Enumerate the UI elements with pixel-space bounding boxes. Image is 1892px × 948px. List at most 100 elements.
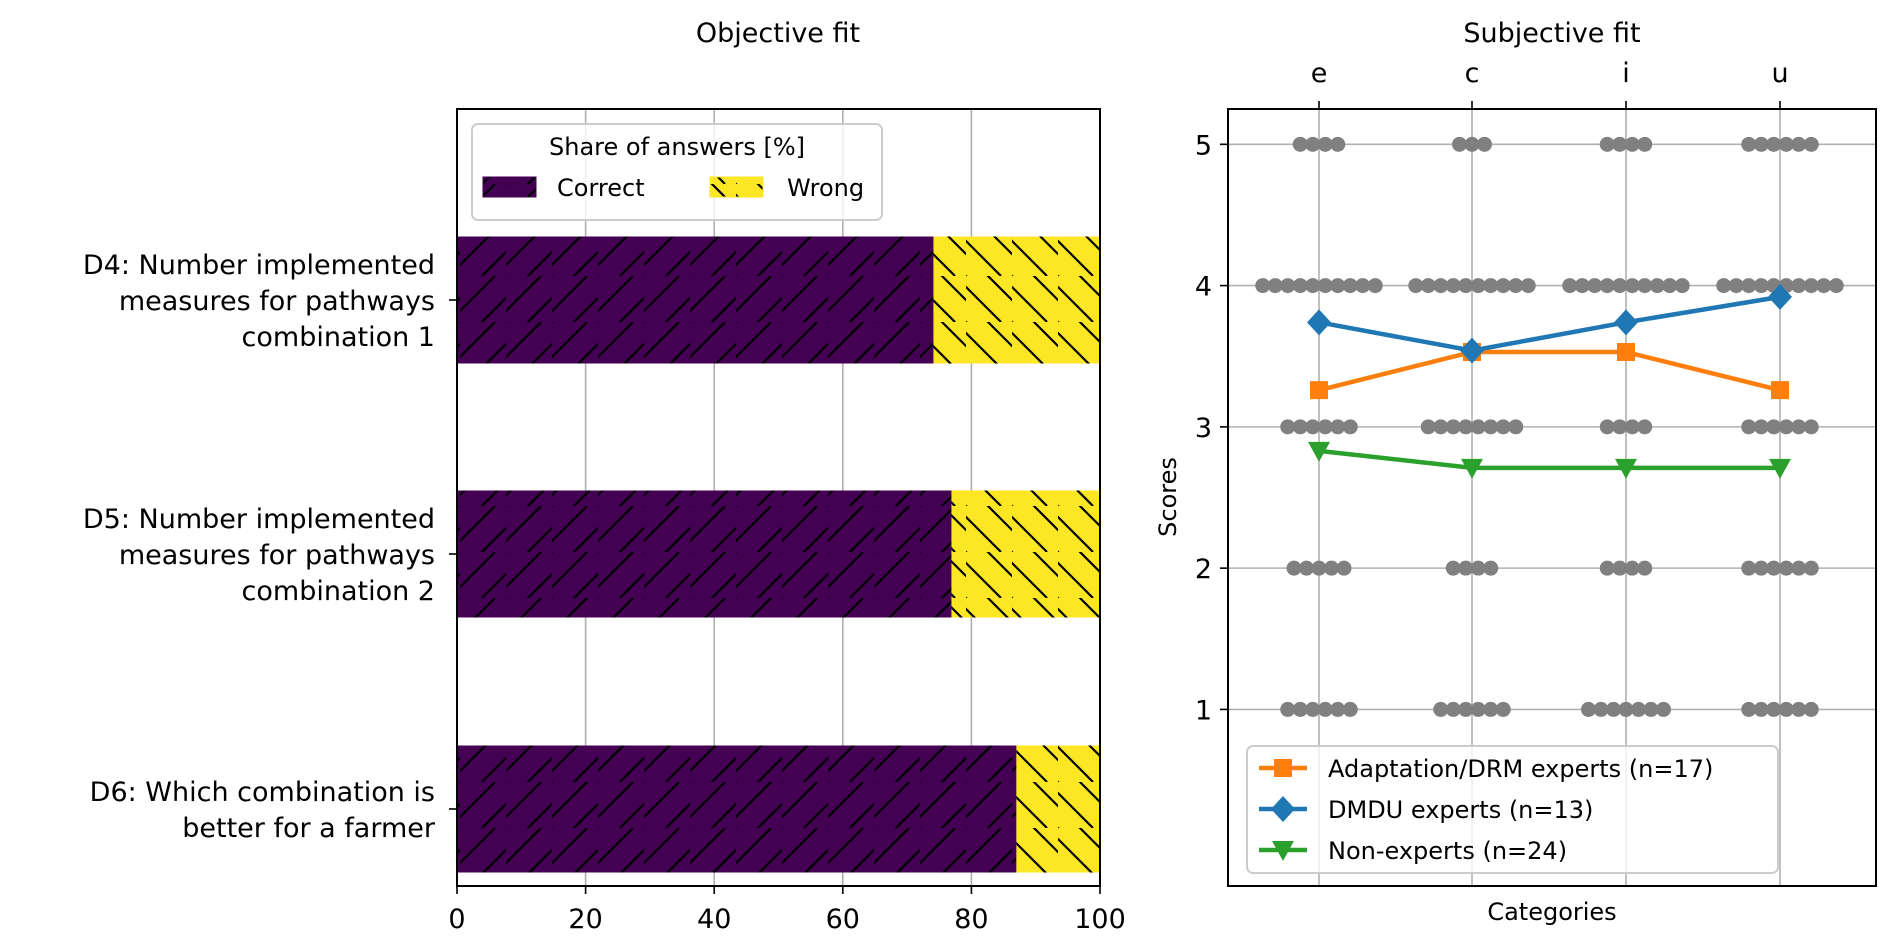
category-label-line: combination 1 <box>242 322 435 353</box>
series-marker <box>1769 458 1791 479</box>
response-dot <box>1766 419 1782 435</box>
response-dot <box>1741 278 1757 294</box>
category-label-line: measures for pathways <box>119 286 435 317</box>
response-dot <box>1458 419 1474 435</box>
response-dot <box>1828 278 1844 294</box>
left-bars <box>457 236 1100 873</box>
x-tick-label: 0 <box>448 904 465 935</box>
category-label-line: D5: Number implemented <box>83 504 435 535</box>
x-tick-label: i <box>1622 58 1630 89</box>
series-line <box>1318 294 1781 353</box>
series-line <box>1318 448 1780 471</box>
response-dot <box>1495 419 1511 435</box>
x-tick-label: 80 <box>954 904 988 935</box>
response-dot <box>1581 701 1596 717</box>
response-dot <box>1741 136 1757 152</box>
response-dot <box>1587 278 1603 294</box>
response-dot <box>1637 136 1653 152</box>
response-dot <box>1299 560 1314 576</box>
response-dot <box>1483 560 1499 576</box>
legend-label: DMDU experts (n=13) <box>1328 796 1593 824</box>
y-tick-label: 1 <box>1195 695 1212 726</box>
response-dot <box>1305 701 1321 717</box>
response-dot <box>1292 419 1308 435</box>
legend-label-wrong: Wrong <box>787 174 864 202</box>
response-dot <box>1778 560 1794 576</box>
response-dot <box>1520 278 1536 294</box>
response-dot <box>1458 701 1474 717</box>
category-label-line: D6: Which combination is <box>90 777 435 808</box>
response-dot <box>1803 560 1819 576</box>
x-tick-label: 20 <box>568 904 602 935</box>
left-legend-box <box>471 123 883 221</box>
response-dot <box>1330 701 1346 717</box>
response-dot <box>1305 419 1321 435</box>
response-dot <box>1656 701 1671 717</box>
y-tick-label: 3 <box>1195 413 1212 444</box>
left-y-tick-labels: D4: Number implemented measures for pathw… <box>83 250 457 844</box>
category-label-line: D4: Number implemented <box>83 250 435 281</box>
response-dot <box>1342 701 1358 717</box>
response-dot <box>1445 560 1461 576</box>
response-dot <box>1574 278 1590 294</box>
response-dot <box>1508 278 1524 294</box>
category-label-line: measures for pathways <box>119 540 435 571</box>
x-tick-label: e <box>1311 58 1328 89</box>
response-dot <box>1612 419 1628 435</box>
response-dot <box>1420 278 1436 294</box>
response-dot <box>1612 560 1628 576</box>
response-dot <box>1649 278 1665 294</box>
group-mean-lines <box>1307 283 1792 479</box>
series-marker <box>1460 337 1484 364</box>
right-chart-title: Subjective fit <box>1463 18 1640 49</box>
response-dot <box>1618 701 1634 717</box>
response-dot <box>1408 278 1424 294</box>
response-dot <box>1292 701 1308 717</box>
bar-wrong <box>933 236 1100 364</box>
response-dot <box>1255 278 1271 294</box>
response-dot <box>1470 419 1486 435</box>
response-dot <box>1445 278 1461 294</box>
series-marker <box>1771 381 1789 400</box>
left-chart-title: Objective fit <box>696 18 860 49</box>
response-dot <box>1342 419 1358 435</box>
bar-correct <box>457 745 1017 873</box>
response-dot <box>1458 560 1474 576</box>
series-marker <box>1461 458 1483 479</box>
x-tick-label: u <box>1771 58 1788 89</box>
y-tick-label: 2 <box>1195 554 1212 585</box>
response-dot <box>1753 560 1769 576</box>
left-plot-frame <box>456 108 1101 887</box>
response-dot <box>1477 136 1492 152</box>
right-y-ticks: 1 2 3 4 5 <box>1195 130 1228 726</box>
response-dot <box>1470 701 1486 717</box>
x-tick-label: 40 <box>697 904 731 935</box>
legend-marker <box>1274 759 1292 777</box>
response-dot <box>1778 419 1794 435</box>
response-dot <box>1766 136 1782 152</box>
series-marker <box>1768 283 1792 310</box>
response-dot <box>1803 278 1819 294</box>
response-dot <box>1483 701 1499 717</box>
series-line <box>1318 349 1781 393</box>
response-dot <box>1420 419 1436 435</box>
category-label-line: combination 2 <box>242 576 435 607</box>
x-tick-label: c <box>1465 58 1480 89</box>
legend-marker <box>1271 796 1295 822</box>
response-dot <box>1311 560 1327 576</box>
response-dot <box>1716 278 1732 294</box>
response-dot <box>1292 278 1308 294</box>
response-dot <box>1643 701 1659 717</box>
series-marker <box>1307 309 1331 336</box>
response-dot <box>1483 419 1499 435</box>
legend-marker <box>1272 841 1294 861</box>
response-dot <box>1624 419 1640 435</box>
response-dot <box>1317 278 1333 294</box>
response-dot <box>1791 560 1807 576</box>
response-dot <box>1508 419 1524 435</box>
response-dot <box>1624 278 1640 294</box>
response-dot <box>1470 278 1486 294</box>
response-dot <box>1631 701 1646 717</box>
